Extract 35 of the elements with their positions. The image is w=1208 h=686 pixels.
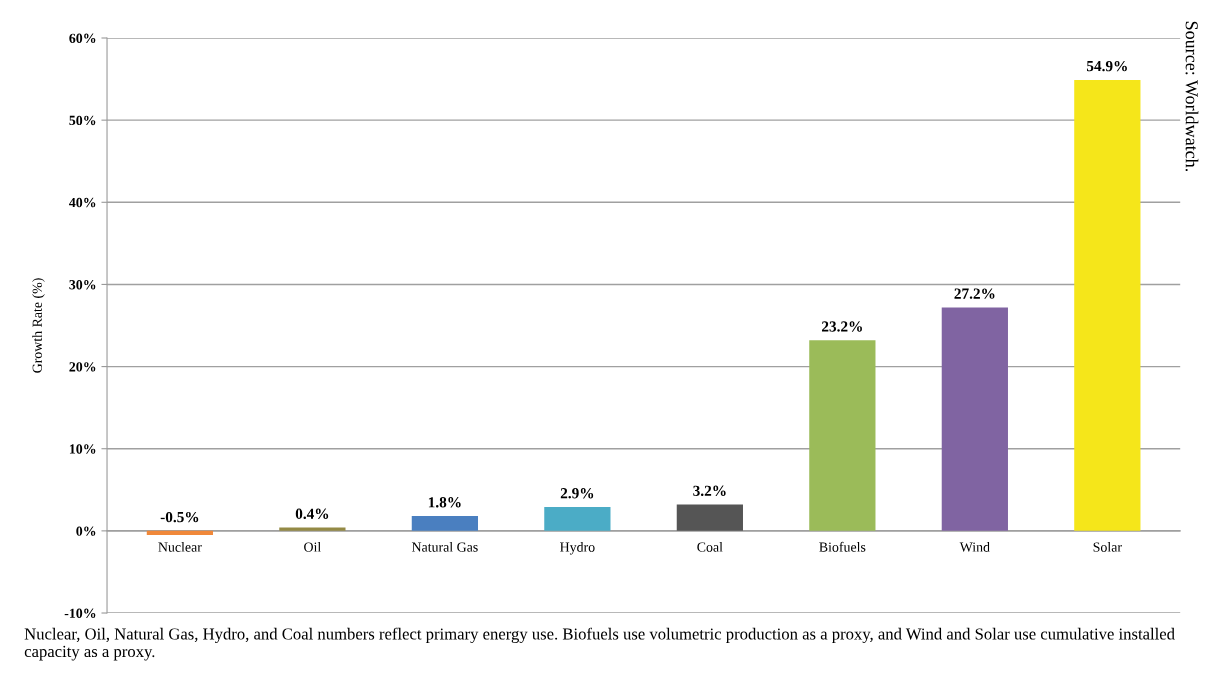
y-tick-label: 20% xyxy=(69,362,96,372)
x-tick-label: Natural Gas xyxy=(411,541,478,552)
x-tick-label: Oil xyxy=(304,541,321,552)
data-label: -0.5% xyxy=(160,511,199,523)
y-tick-label: 10% xyxy=(69,444,96,454)
x-tick-label: Wind xyxy=(959,541,990,552)
x-tick-label: Hydro xyxy=(560,541,595,555)
y-tick-label: -10% xyxy=(64,608,96,619)
x-tick-label: Solar xyxy=(1093,541,1122,552)
data-label: 54.9% xyxy=(1086,60,1127,72)
y-tick-label: 60% xyxy=(69,33,96,44)
bar xyxy=(411,516,479,531)
data-label: 27.2% xyxy=(954,288,995,299)
x-tick-label: Coal xyxy=(697,541,723,552)
y-tick-label: 40% xyxy=(69,197,96,208)
x-tick-label: Nuclear xyxy=(158,541,202,552)
bar xyxy=(279,527,346,531)
bar xyxy=(544,507,611,531)
y-axis-title: Growth Rate (%) xyxy=(32,278,45,373)
bar xyxy=(676,504,743,531)
data-label: 1.8% xyxy=(428,497,461,508)
bar xyxy=(1074,79,1141,531)
bar xyxy=(809,340,876,531)
bar xyxy=(941,307,1008,531)
data-label: 3.2% xyxy=(693,485,726,496)
data-label: 23.2% xyxy=(822,321,862,332)
text: Nuclear, Oil, Natural Gas, Hydro, and Coal numbers reflect primary energy use. Biofuels use volumetric production as a proxy, and Wind and Solar use cumulative installed capacity as a proxy. xyxy=(24,627,1175,661)
bar xyxy=(146,530,214,535)
data-label: 2.9% xyxy=(560,488,594,499)
x-tick-label: Biofuels xyxy=(819,541,866,552)
y-tick-label: 0% xyxy=(76,526,96,536)
y-tick-label: 30% xyxy=(69,280,96,290)
data-label: 0.4% xyxy=(295,508,329,519)
y-tick-label: 50% xyxy=(69,115,96,126)
source-note: Source: Worldwatch. xyxy=(1185,21,1199,172)
